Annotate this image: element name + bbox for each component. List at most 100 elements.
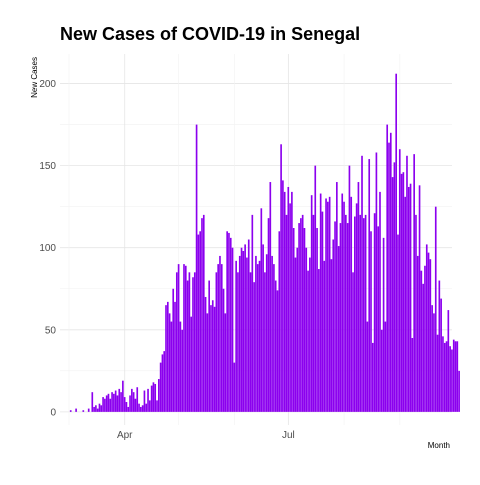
bar <box>226 231 228 412</box>
bar <box>251 214 254 412</box>
bar <box>141 405 144 412</box>
x-axis-title: Month <box>428 441 450 450</box>
bar <box>147 388 149 412</box>
axes: 0 50 100 150 200 Apr Jul Month New Cases <box>30 57 450 450</box>
bar <box>136 387 139 412</box>
bar <box>165 305 167 412</box>
y-tick-label: 100 <box>39 243 56 254</box>
bar <box>127 406 130 412</box>
y-tick-label: 50 <box>45 325 57 336</box>
bar <box>364 214 367 412</box>
bar <box>355 203 358 412</box>
bar <box>140 406 142 412</box>
bar <box>111 392 113 412</box>
bar <box>204 296 207 412</box>
bar <box>175 272 178 412</box>
bar <box>375 152 378 412</box>
y-tick-label: 200 <box>39 79 56 90</box>
bar <box>91 392 94 412</box>
bar <box>172 288 175 412</box>
bar <box>310 195 313 412</box>
bar <box>318 269 320 412</box>
bar <box>282 180 284 412</box>
bar <box>420 270 423 412</box>
bar <box>98 403 101 412</box>
bar <box>145 403 148 412</box>
bar <box>278 231 281 412</box>
bar <box>336 182 338 412</box>
bar <box>150 385 153 412</box>
bar <box>316 228 318 412</box>
bar <box>339 223 342 412</box>
bar <box>201 218 203 412</box>
bar <box>307 270 309 412</box>
bar <box>409 183 412 412</box>
bar <box>445 341 448 412</box>
bar <box>389 132 392 412</box>
bar <box>458 370 460 412</box>
bar <box>255 255 257 412</box>
bar <box>312 214 315 412</box>
x-tick-label: Jul <box>282 430 295 441</box>
bar <box>294 257 297 412</box>
bar <box>274 280 277 412</box>
bar <box>407 186 410 412</box>
bar <box>256 264 259 412</box>
bar <box>289 203 291 412</box>
bar <box>429 259 432 412</box>
bar <box>352 272 354 412</box>
bar <box>323 260 326 412</box>
bar <box>384 321 387 412</box>
bar <box>265 254 268 412</box>
bar <box>382 237 385 412</box>
bar <box>321 211 324 412</box>
bar <box>220 264 223 412</box>
bar <box>296 247 299 412</box>
bar <box>373 213 376 412</box>
bar <box>116 395 119 412</box>
bar <box>113 393 115 412</box>
bar <box>188 272 191 412</box>
bar <box>258 260 261 412</box>
bar <box>411 338 414 412</box>
bar <box>341 193 344 412</box>
bar <box>287 186 290 412</box>
bar <box>105 395 108 412</box>
bar <box>132 392 135 412</box>
y-tick-label: 0 <box>50 407 56 418</box>
bar <box>416 255 419 412</box>
bar <box>118 388 121 412</box>
bar <box>213 306 216 412</box>
bar <box>451 349 453 412</box>
bar <box>181 329 184 412</box>
bar <box>159 362 162 412</box>
bar <box>330 259 333 412</box>
bar <box>292 228 295 412</box>
bar <box>244 244 246 412</box>
bar <box>199 231 202 412</box>
bar <box>415 214 417 412</box>
bar <box>224 313 227 412</box>
bar <box>206 313 209 412</box>
bar <box>229 237 232 412</box>
bar <box>262 244 264 412</box>
bars <box>69 73 460 412</box>
bar <box>249 272 252 412</box>
bar <box>357 182 360 412</box>
bar <box>280 144 282 412</box>
bar <box>406 155 408 412</box>
bar <box>87 408 90 412</box>
bar <box>149 400 151 412</box>
bar <box>362 218 365 412</box>
bar <box>427 252 430 412</box>
bar <box>388 142 390 412</box>
bar <box>305 247 308 412</box>
bar <box>134 398 137 412</box>
bar <box>228 232 230 412</box>
bar <box>391 177 394 412</box>
bar <box>402 172 405 412</box>
bar <box>253 282 255 412</box>
bar <box>380 329 383 412</box>
bar <box>273 264 275 412</box>
bar <box>242 250 245 412</box>
